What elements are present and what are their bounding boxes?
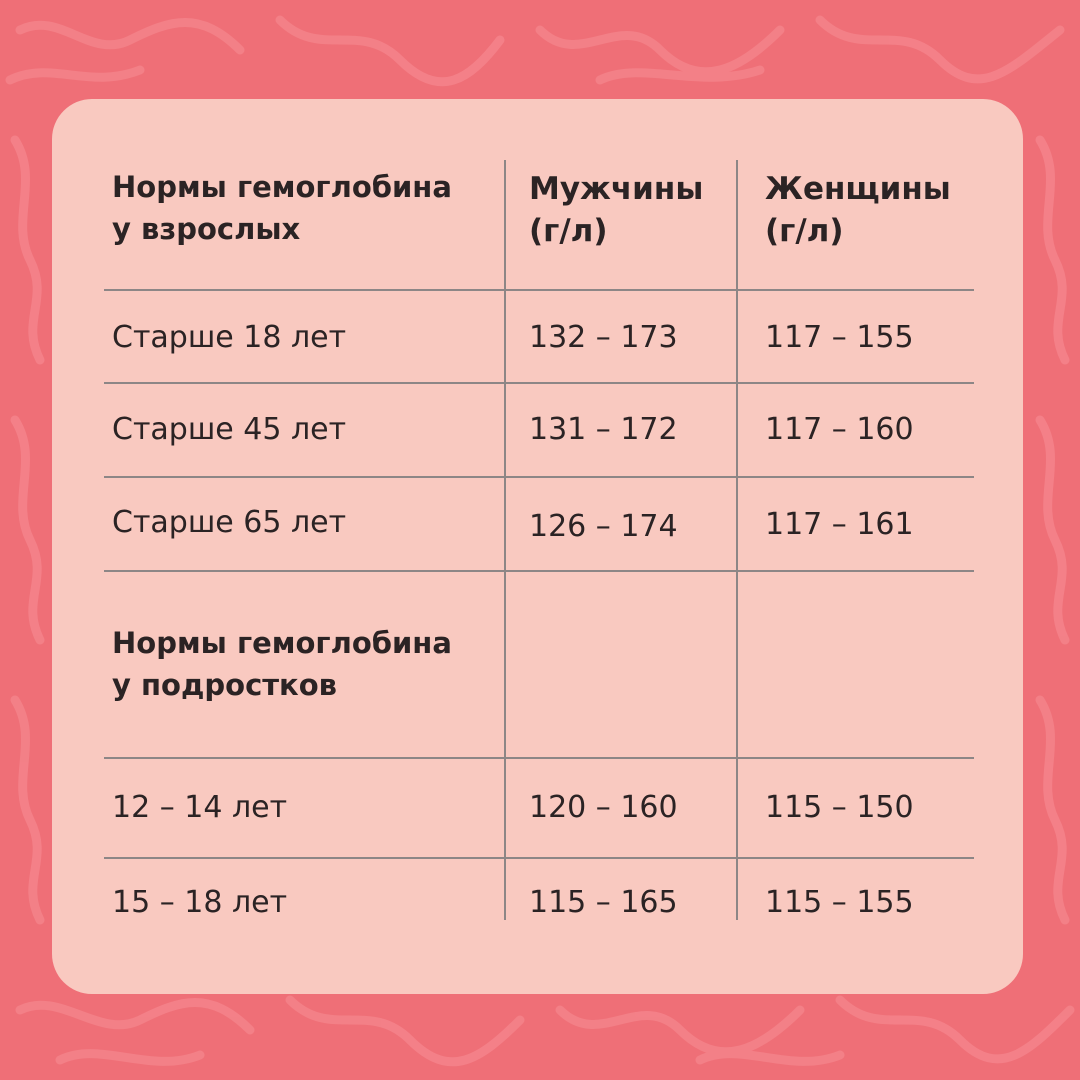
adults-header-line1: Нормы гемоглобина xyxy=(112,170,452,204)
row-divider xyxy=(104,476,974,478)
adult-row-1-women: 117 – 155 xyxy=(765,320,914,355)
women-header-line2: (г/л) xyxy=(765,213,844,249)
adult-row-3-age: Старше 65 лет xyxy=(112,505,347,540)
teens-section-header: Нормы гемоглобина у подростков xyxy=(112,622,452,706)
row-divider xyxy=(104,289,974,291)
column-divider-2 xyxy=(736,160,738,920)
teens-header-line2: у подростков xyxy=(112,668,338,702)
table-card xyxy=(52,99,1023,994)
adult-row-1-age: Старше 18 лет xyxy=(112,320,347,355)
adult-row-2-women: 117 – 160 xyxy=(765,412,914,447)
column-divider-1 xyxy=(504,160,506,920)
women-column-header: Женщины (г/л) xyxy=(765,168,951,252)
adults-header-line2: у взрослых xyxy=(112,212,301,246)
adult-row-3-women: 117 – 161 xyxy=(765,507,914,542)
row-divider xyxy=(104,857,974,859)
adults-section-header: Нормы гемоглобина у взрослых xyxy=(112,166,452,250)
teens-header-line1: Нормы гемоглобина xyxy=(112,626,452,660)
adult-row-2-age: Старше 45 лет xyxy=(112,412,347,447)
adult-row-3-men: 126 – 174 xyxy=(529,509,678,544)
men-header-line2: (г/л) xyxy=(529,213,608,249)
teen-row-2-women: 115 – 155 xyxy=(765,885,914,920)
teen-row-1-men: 120 – 160 xyxy=(529,790,678,825)
row-divider xyxy=(104,570,974,572)
teen-row-1-age: 12 – 14 лет xyxy=(112,790,288,825)
adult-row-2-men: 131 – 172 xyxy=(529,412,678,447)
women-header-line1: Женщины xyxy=(765,171,951,207)
men-header-line1: Мужчины xyxy=(529,171,704,207)
teen-row-2-age: 15 – 18 лет xyxy=(112,885,288,920)
men-column-header: Мужчины (г/л) xyxy=(529,168,703,252)
row-divider xyxy=(104,757,974,759)
teen-row-2-men: 115 – 165 xyxy=(529,885,678,920)
adult-row-1-men: 132 – 173 xyxy=(529,320,678,355)
row-divider xyxy=(104,382,974,384)
teen-row-1-women: 115 – 150 xyxy=(765,790,914,825)
